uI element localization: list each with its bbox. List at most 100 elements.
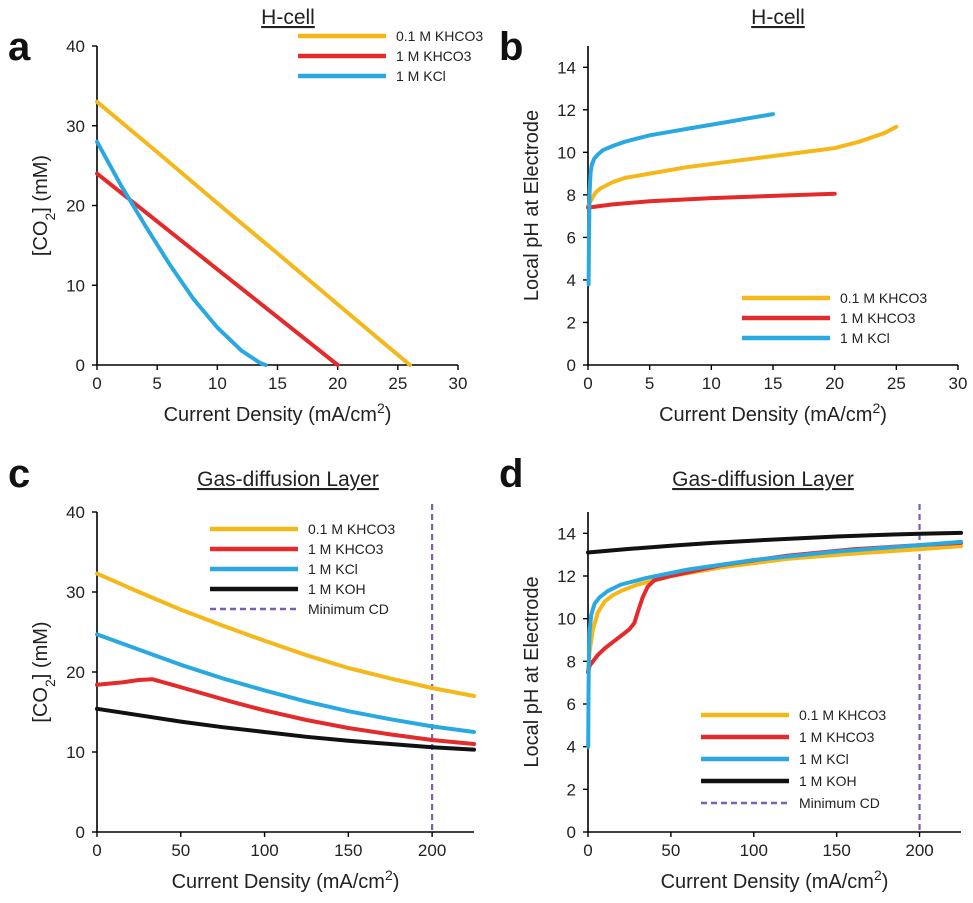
y-tick-label: 10 — [557, 143, 576, 162]
panel-letter-b: b — [499, 25, 523, 69]
x-axis-label: Current Density (mA/cm2) — [164, 400, 392, 426]
y-tick-label: 40 — [66, 503, 85, 522]
y-tick-label: 4 — [567, 738, 576, 757]
legend: 0.1 M KHCO3 1 M KHCO3 1 M KCl 1 M KOH Minimu… — [210, 521, 395, 617]
x-tick-label: 10 — [208, 374, 227, 393]
y-tick-label: 8 — [567, 186, 576, 205]
y-tick-label: 12 — [557, 101, 576, 120]
y-tick-label: 8 — [567, 652, 576, 671]
legend: 0.1 M KHCO3 1 M KHCO3 1 M KCl — [298, 28, 483, 84]
x-tick-label: 5 — [152, 374, 161, 393]
x-tick-label: 30 — [949, 374, 968, 393]
y-tick-label: 20 — [66, 197, 85, 216]
x-tick-label: 50 — [171, 841, 190, 860]
x-tick-label: 10 — [702, 374, 721, 393]
x-tick-label: 0 — [92, 841, 101, 860]
legend-label-1-m-kcl: 1 M KCl — [396, 68, 446, 84]
panel-b-title: H-cell — [751, 6, 805, 29]
x-axis-label: Current Density (mA/cm2) — [659, 400, 887, 426]
series-1-m-kcl-line — [586, 539, 963, 749]
series-0-1-m-khco3-line — [95, 99, 412, 367]
y-tick-label: 0 — [76, 823, 85, 842]
x-tick-label: 200 — [905, 841, 933, 860]
y-tick-label: 2 — [567, 313, 576, 332]
series-0-1-m-khco3-line — [95, 571, 476, 698]
panel-a-plot: 0 5 10 15 20 25 30 0 10 20 30 40 Current Density (mA… — [30, 28, 483, 426]
series-0-1-m-khco3-line — [586, 124, 899, 208]
panel-d-title: Gas-diffusion Layer — [672, 468, 854, 491]
legend-label-1-m-koh: 1 M KOH — [799, 773, 857, 789]
y-tick-label: 2 — [567, 780, 576, 799]
legend-label-0-1-m-khco3: 0.1 M KHCO3 — [396, 28, 483, 44]
x-tick-label: 20 — [825, 374, 844, 393]
x-tick-label: 25 — [887, 374, 906, 393]
legend-label-1-m-kcl: 1 M KCl — [840, 330, 890, 346]
y-tick-label: 0 — [567, 823, 576, 842]
panel-letter-a: a — [8, 25, 31, 69]
x-tick-label: 15 — [764, 374, 783, 393]
series-1-m-kcl-line — [95, 632, 476, 734]
panel-d-plot: 0 50 100 150 200 0 2 4 6 8 10 12 14 Current Density (… — [521, 504, 963, 893]
series-1-m-koh-line — [95, 706, 476, 752]
x-tick-label: 150 — [334, 841, 362, 860]
panel-letter-d: d — [499, 452, 523, 496]
x-tick-label: 15 — [268, 374, 287, 393]
legend-label-1-m-koh: 1 M KOH — [308, 581, 366, 597]
x-tick-label: 150 — [822, 841, 850, 860]
y-tick-label: 20 — [66, 663, 85, 682]
y-tick-label: 6 — [567, 228, 576, 247]
x-tick-label: 100 — [250, 841, 278, 860]
legend-label-0-1-m-khco3: 0.1 M KHCO3 — [799, 707, 886, 723]
legend-label-0-1-m-khco3: 0.1 M KHCO3 — [308, 521, 395, 537]
y-tick-label: 30 — [66, 583, 85, 602]
series-1-m-koh-line — [586, 530, 963, 555]
panel-a-title: H-cell — [261, 6, 315, 29]
legend-label-minimum-cd: Minimum CD — [799, 795, 880, 811]
panel-d: d Gas-diffusion Layer 0 50 100 150 200 0 2 4 6 8 1… — [499, 452, 963, 893]
x-tick-label: 0 — [583, 374, 592, 393]
legend-label-1-m-khco3: 1 M KHCO3 — [396, 48, 472, 64]
panel-b-plot: 0 5 10 15 20 25 30 0 2 4 6 8 10 12 14 Current Density (… — [521, 46, 967, 426]
y-tick-label: 30 — [66, 117, 85, 136]
x-tick-label: 5 — [645, 374, 654, 393]
y-tick-label: 6 — [567, 695, 576, 714]
legend: 0.1 M KHCO3 1 M KHCO3 1 M KCl 1 M KOH Minimu… — [701, 707, 886, 811]
legend-label-0-1-m-khco3: 0.1 M KHCO3 — [840, 290, 927, 306]
x-tick-label: 100 — [740, 841, 768, 860]
y-axis-label: [CO2] (mM) — [30, 621, 58, 722]
legend-label-1-m-khco3: 1 M KHCO3 — [840, 310, 916, 326]
series-1-m-kcl-line — [95, 139, 268, 367]
legend: 0.1 M KHCO3 1 M KHCO3 1 M KCl — [742, 290, 927, 346]
y-tick-label: 12 — [557, 567, 576, 586]
y-tick-label: 10 — [66, 743, 85, 762]
x-tick-label: 20 — [328, 374, 347, 393]
panel-c-plot: 0 50 100 150 200 0 10 20 30 40 Current Density (mA… — [30, 503, 476, 893]
series-1-m-khco3-line — [95, 171, 340, 367]
x-tick-label: 25 — [388, 374, 407, 393]
series-1-m-khco3-line — [95, 677, 476, 746]
legend-label-1-m-kcl: 1 M KCl — [799, 751, 849, 767]
legend-label-1-m-kcl: 1 M KCl — [308, 561, 358, 577]
y-tick-label: 14 — [557, 58, 576, 77]
y-tick-label: 10 — [557, 610, 576, 629]
panel-a: a H-cell 0 5 10 15 20 25 30 0 10 20 30 40 Current De… — [8, 6, 483, 426]
y-axis-label: [CO2] (mM) — [30, 155, 58, 256]
x-tick-label: 30 — [449, 374, 468, 393]
x-tick-label: 0 — [583, 841, 592, 860]
y-tick-label: 0 — [76, 356, 85, 375]
legend-label-1-m-khco3: 1 M KHCO3 — [308, 541, 384, 557]
y-tick-label: 10 — [66, 276, 85, 295]
legend-label-minimum-cd: Minimum CD — [308, 601, 389, 617]
panel-b: b H-cell 0 5 10 15 20 25 30 0 2 4 6 8 10 12 14 Current … — [499, 6, 967, 426]
series-1-m-khco3-line — [586, 191, 837, 210]
y-tick-label: 4 — [567, 271, 576, 290]
panel-letter-c: c — [8, 452, 30, 496]
series-1-m-kcl-line — [586, 112, 775, 287]
y-tick-label: 40 — [66, 37, 85, 56]
legend-label-1-m-khco3: 1 M KHCO3 — [799, 729, 875, 745]
x-tick-label: 50 — [661, 841, 680, 860]
x-axis-label: Current Density (mA/cm2) — [172, 867, 400, 893]
y-tick-label: 0 — [567, 356, 576, 375]
y-axis-label: Local pH at Electrode — [521, 576, 543, 767]
y-axis-label: Local pH at Electrode — [521, 110, 543, 301]
